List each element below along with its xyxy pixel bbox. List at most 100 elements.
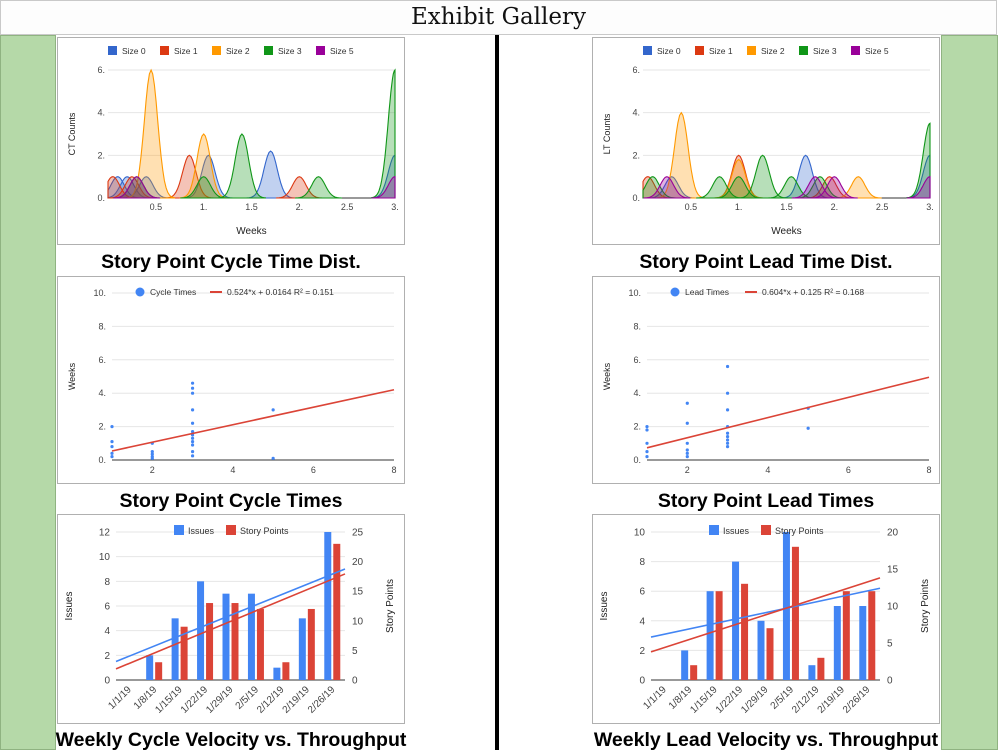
- legend-swatch-size-5: [316, 46, 325, 55]
- data-point: [190, 421, 195, 425]
- y2-tick-label: 0: [352, 676, 358, 687]
- data-point: [685, 451, 689, 455]
- bar-issues: [732, 561, 740, 680]
- bar-story-points: [715, 591, 723, 680]
- data-point: [190, 430, 195, 434]
- series-size-5: [643, 176, 931, 199]
- trendline: [650, 577, 881, 653]
- y2-tick-label: 20: [887, 528, 899, 539]
- x-tick-label: 3.: [926, 202, 934, 212]
- bar-story-points: [206, 603, 214, 680]
- series-size-3: [113, 68, 396, 199]
- data-point: [645, 450, 649, 454]
- density-peak-size-3: [906, 122, 931, 199]
- data-point: [685, 455, 689, 459]
- x-tick-label: 0.5: [685, 202, 698, 212]
- data-point: [685, 401, 689, 405]
- exhibit-caption-cycle-dist: Story Point Cycle Time Dist.: [101, 251, 361, 273]
- y-tick-label: 2: [104, 651, 110, 662]
- y2-axis-title: Story Points: [385, 579, 396, 633]
- x-tick-label: 2.5: [341, 202, 354, 212]
- legend-label-size-2: Size 2: [761, 46, 785, 56]
- x-tick-label: 2/19/19: [816, 684, 848, 716]
- density-peak-size-1: [165, 154, 214, 199]
- density-peak-size-1: [108, 176, 156, 199]
- bar-story-points: [842, 591, 850, 680]
- y-tick-label: 6.: [633, 355, 641, 365]
- y-tick-label: 6: [104, 602, 110, 613]
- legend-swatch-story-points: [226, 525, 236, 535]
- bar-issues: [222, 593, 230, 680]
- trendline: [650, 587, 881, 638]
- bar-issues: [197, 581, 205, 680]
- y-axis-title: LT Counts: [602, 113, 612, 154]
- density-peak-size-5: [906, 176, 931, 199]
- title-bar: Exhibit Gallery: [0, 0, 997, 35]
- y-tick-label: 0.: [97, 193, 105, 203]
- legend-swatch-size-2: [747, 46, 756, 55]
- lead-time-dist-svg: 0. 2. 4. 6. 0.5 1. 1.5 2. 2.5 3. Weeks LT Counts Siz…: [602, 46, 934, 237]
- data-point: [190, 391, 195, 395]
- bar-story-points: [868, 591, 876, 680]
- cycle-time-dist-svg: 0. 2. 4. 6. 0.5 1. 1.5 2. 2.5 3. Weeks CT Counts Siz…: [67, 46, 399, 237]
- bar-story-points: [282, 662, 290, 680]
- density-peak-size-5: [643, 176, 691, 199]
- data-point: [725, 438, 730, 442]
- x-tick-label: 1.5: [780, 202, 793, 212]
- y-tick-label: 2.: [97, 150, 105, 160]
- y-axis-title: Issues: [64, 592, 75, 621]
- bar-story-points: [307, 608, 315, 680]
- x-tick-label: 1/22/19: [714, 684, 746, 716]
- y-tick-label: 8: [639, 557, 645, 568]
- data-point: [725, 431, 730, 435]
- lead-time-dist-chart: 0. 2. 4. 6. 0.5 1. 1.5 2. 2.5 3. Weeks LT Counts Siz…: [592, 37, 940, 245]
- y-axis-title: Weeks: [602, 362, 612, 390]
- density-peak-size-3: [767, 176, 815, 199]
- bar-story-points: [231, 603, 239, 680]
- y-tick-label: 0: [104, 676, 110, 687]
- y-axis-title: Issues: [599, 592, 610, 621]
- y-tick-label: 2.: [632, 150, 640, 160]
- data-point: [645, 455, 649, 459]
- density-peak-size-5: [810, 176, 858, 199]
- y-tick-label: 4: [639, 616, 645, 627]
- data-point: [110, 425, 114, 429]
- legend-marker-points: [135, 287, 145, 297]
- x-tick-label: 8: [926, 465, 931, 475]
- x-tick-label: 1/22/19: [179, 684, 211, 716]
- legend-swatch-size-3: [264, 46, 273, 55]
- y-tick-label: 6: [639, 587, 645, 598]
- y2-axis-title: Story Points: [920, 579, 931, 633]
- exhibit-caption-cycle-times: Story Point Cycle Times: [119, 490, 343, 512]
- data-point: [110, 455, 114, 459]
- legend-swatch-story-points: [761, 525, 771, 535]
- y-tick-label: 2: [639, 646, 645, 657]
- data-point: [645, 441, 649, 445]
- x-tick-label: 1/29/19: [739, 684, 771, 716]
- y2-tick-label: 15: [887, 565, 899, 576]
- bar-issues: [681, 650, 689, 680]
- x-tick-label: 3.: [391, 202, 399, 212]
- x-axis-title: Weeks: [771, 226, 801, 237]
- legend-swatch-size-3: [799, 46, 808, 55]
- y2-tick-label: 5: [352, 646, 358, 657]
- data-point: [685, 421, 689, 425]
- cycle-velocity-bar-svg: 02468101205101520251/1/191/8/191/15/191/…: [64, 525, 396, 716]
- exhibit-caption-cycle-velocity: Weekly Cycle Velocity vs. Throughput: [55, 729, 407, 751]
- cycle-times-scatter-chart: 0. 2. 4. 6. 8. 10. 2 4 6 8 Weeks Cycle Times 0.524*x…: [57, 276, 405, 484]
- data-point: [150, 452, 154, 456]
- y-tick-label: 0.: [633, 455, 641, 465]
- density-peak-size-3: [796, 176, 844, 199]
- legend-swatch-issues: [709, 525, 719, 535]
- y-axis-title: CT Counts: [67, 112, 77, 155]
- density-peak-size-0: [246, 150, 295, 199]
- density-peak-size-0: [184, 154, 233, 199]
- y-tick-label: 6.: [632, 65, 640, 75]
- data-point: [110, 451, 114, 455]
- y-tick-label: 10: [634, 528, 646, 539]
- density-peak-size-5: [113, 176, 161, 199]
- legend-label-issues: Issues: [723, 526, 750, 536]
- y-tick-label: 8.: [98, 321, 106, 331]
- x-tick-label: 6: [846, 465, 851, 475]
- x-tick-label: 2/19/19: [281, 684, 313, 716]
